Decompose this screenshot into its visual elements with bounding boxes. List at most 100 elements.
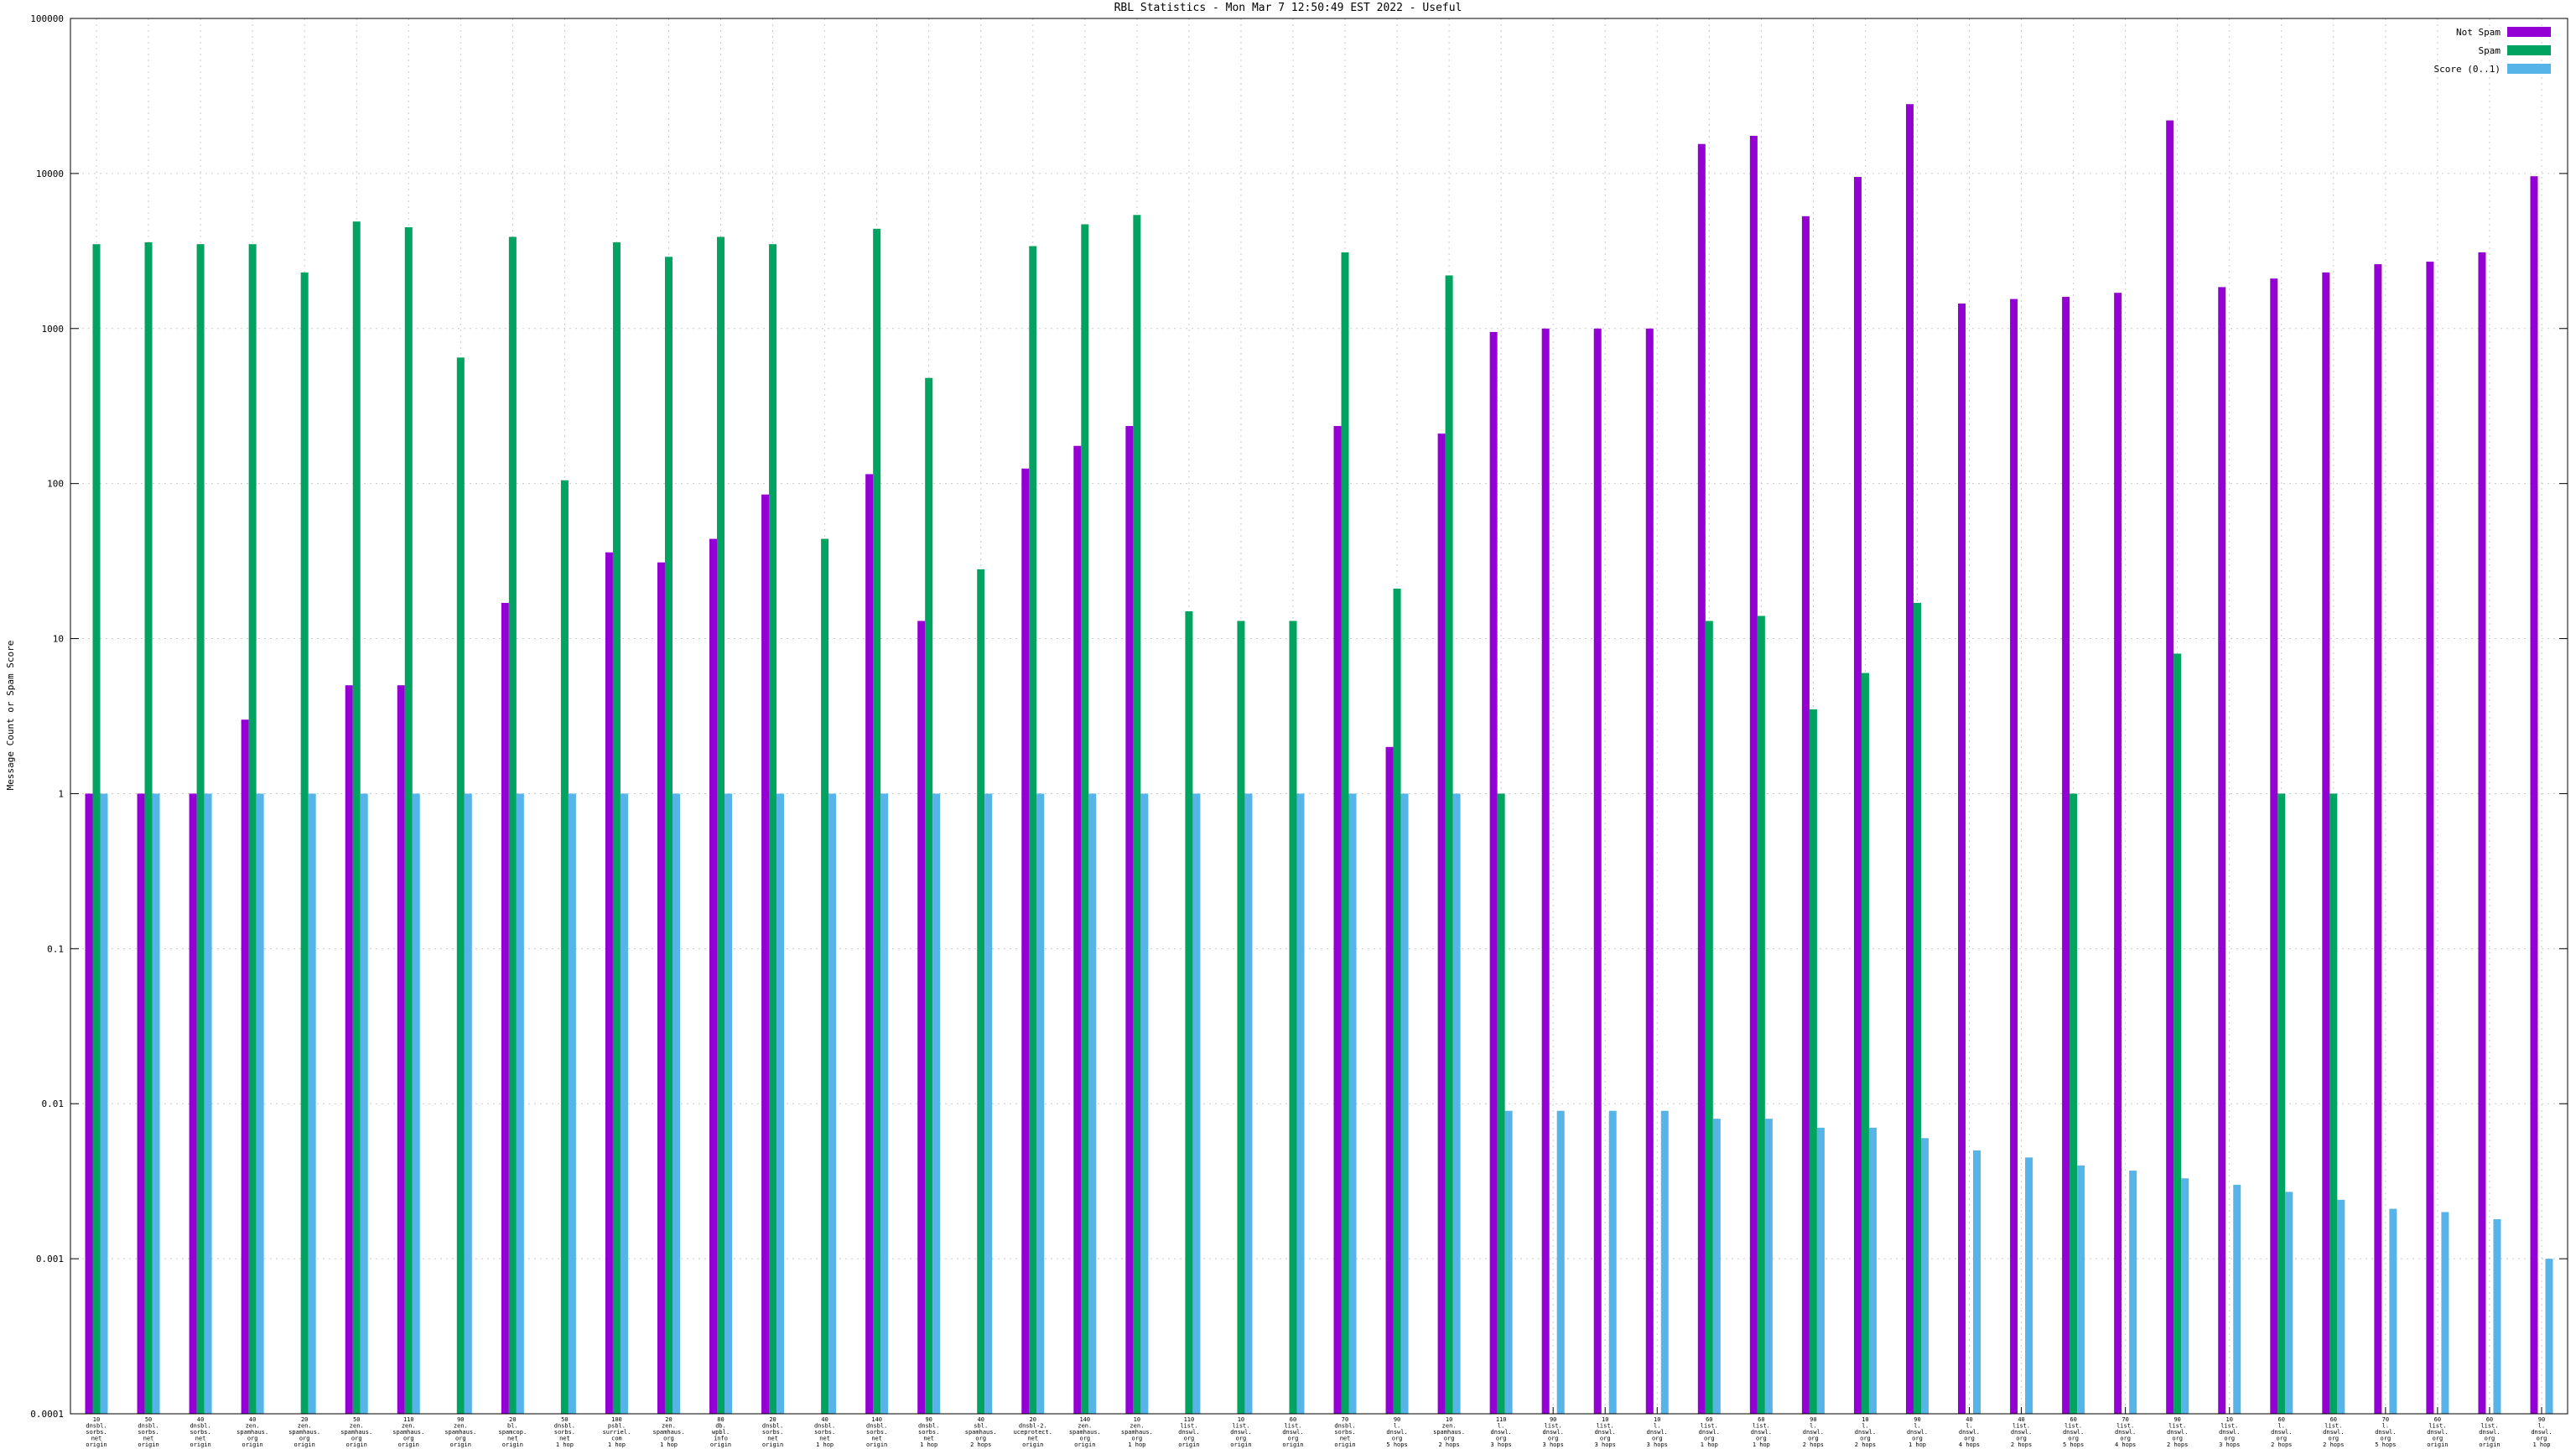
bar-spam bbox=[1913, 602, 1921, 1414]
plot-border bbox=[70, 18, 2568, 1415]
legend-label: Spam bbox=[2479, 45, 2501, 56]
y-tick-label: 10 bbox=[53, 634, 64, 645]
x-tick-label: 20 bl. spamcop. net origin bbox=[498, 1416, 527, 1448]
bar-spam bbox=[456, 357, 465, 1414]
bar-spam bbox=[144, 242, 153, 1415]
x-tick-label: 70 list. dnswl. org 4 hops bbox=[2115, 1416, 2136, 1448]
bar-spam bbox=[92, 244, 101, 1414]
bar-spam bbox=[1497, 793, 1505, 1414]
bar-score bbox=[2441, 1212, 2449, 1414]
bar-spam bbox=[1393, 588, 1401, 1414]
bar-score bbox=[1712, 1119, 1721, 1414]
bar-not-spam bbox=[2062, 297, 2070, 1414]
x-tick-label: 60 list. dnswl. org 5 hops bbox=[2063, 1416, 2084, 1448]
bar-not-spam bbox=[2166, 120, 2174, 1414]
bar-score bbox=[360, 793, 368, 1414]
x-tick-label: 10 l. dnswl. org 2 hops bbox=[1855, 1416, 1876, 1448]
bar-score bbox=[1764, 1119, 1773, 1414]
bar-spam bbox=[2070, 793, 2078, 1414]
x-tick-label: 60 list. dnswl. org origin bbox=[1282, 1416, 1303, 1448]
x-tick-label: 90 l. dnswl. org 2 hops bbox=[1803, 1416, 1824, 1448]
x-tick-label: 110 l. dnswl. org 3 hops bbox=[1490, 1416, 1511, 1448]
bar-not-spam bbox=[761, 494, 770, 1414]
x-tick-label: 100 psbl. surriel. com 1 hop bbox=[603, 1416, 631, 1448]
bar-spam bbox=[1341, 252, 1349, 1415]
x-tick-label: 10 zen. spamhaus. org 1 hop bbox=[1121, 1416, 1153, 1448]
bar-spam bbox=[196, 244, 205, 1414]
bar-score bbox=[464, 793, 472, 1414]
bar-not-spam bbox=[1021, 468, 1030, 1415]
bar-not-spam bbox=[397, 685, 405, 1414]
x-tick-label: 10 list. dnswl. org 3 hops bbox=[1595, 1416, 1616, 1448]
x-tick-label: 60 list. dnswl. org 1 hop bbox=[1751, 1416, 1772, 1448]
bar-score bbox=[724, 793, 733, 1414]
bar-score bbox=[2337, 1199, 2345, 1414]
x-tick-label: 70 dnsbl. sorbs. net origin bbox=[1334, 1416, 1355, 1448]
bar-spam bbox=[612, 242, 621, 1415]
x-tick-label: 80 db. wpbl. info origin bbox=[710, 1416, 731, 1448]
bar-not-spam bbox=[501, 602, 509, 1414]
x-tick-label: 20 dnsbl-2. uceprotect. net origin bbox=[1014, 1416, 1052, 1448]
bar-score bbox=[828, 793, 837, 1414]
y-tick-label: 1000 bbox=[42, 324, 65, 335]
bar-not-spam bbox=[2218, 287, 2226, 1414]
bar-score bbox=[2545, 1259, 2553, 1414]
x-tick-label: 10 l. dnswl. org 3 hops bbox=[1647, 1416, 1668, 1448]
bar-not-spam bbox=[657, 562, 665, 1414]
bar-spam bbox=[664, 257, 673, 1414]
bar-not-spam bbox=[1541, 328, 1550, 1414]
bar-not-spam bbox=[1385, 746, 1394, 1414]
x-tick-label: 20 dnsbl. sorbs. net origin bbox=[762, 1416, 783, 1448]
bar-not-spam bbox=[2426, 262, 2434, 1414]
x-tick-label: 90 l. dnswl. org 5 hops bbox=[1386, 1416, 1407, 1448]
x-tick-label: 70 l. dnswl. org 5 hops bbox=[2375, 1416, 2396, 1448]
bar-score bbox=[2025, 1157, 2033, 1414]
bar-not-spam bbox=[1958, 303, 1966, 1414]
bar-score bbox=[100, 793, 108, 1414]
bar-spam bbox=[1809, 709, 1817, 1414]
x-tick-label: 140 zen. spamhaus. org origin bbox=[1069, 1416, 1101, 1448]
y-tick-label: 0.001 bbox=[36, 1254, 64, 1265]
bar-score bbox=[1504, 1110, 1513, 1414]
bar-score bbox=[1192, 793, 1201, 1414]
y-tick-label: 0.0001 bbox=[30, 1409, 64, 1420]
x-tick-label: 110 list. dnswl. org origin bbox=[1178, 1416, 1199, 1448]
legend-label: Not Spam bbox=[2456, 27, 2501, 38]
bar-score bbox=[1088, 793, 1097, 1414]
bar-not-spam bbox=[1749, 135, 1758, 1414]
bar-spam bbox=[1705, 621, 1713, 1414]
x-tick-label: 40 list. dnswl. org 2 hops bbox=[2011, 1416, 2032, 1448]
bar-score bbox=[568, 793, 576, 1414]
bar-score bbox=[308, 793, 316, 1414]
chart-title: RBL Statistics - Mon Mar 7 12:50:49 EST … bbox=[1114, 2, 1462, 14]
x-tick-label: 10 list. dnswl. org 3 hops bbox=[2219, 1416, 2240, 1448]
bar-spam bbox=[508, 236, 517, 1415]
bar-score bbox=[984, 793, 993, 1414]
x-tick-label: 90 list. dnswl. org 3 hops bbox=[1543, 1416, 1564, 1448]
bar-score bbox=[1973, 1150, 1981, 1414]
legend-label: Score (0..1) bbox=[2434, 64, 2501, 75]
bar-spam bbox=[1289, 621, 1297, 1414]
y-tick-label: 100000 bbox=[30, 13, 64, 24]
x-tick-label: 90 l. dnswl. org 1 hop bbox=[1907, 1416, 1928, 1448]
bar-score bbox=[620, 793, 628, 1414]
bar-spam bbox=[977, 569, 985, 1414]
bar-not-spam bbox=[709, 538, 718, 1414]
bar-score bbox=[1244, 793, 1253, 1414]
bar-spam bbox=[352, 221, 361, 1414]
bar-score bbox=[2129, 1171, 2137, 1414]
y-tick-label: 10000 bbox=[36, 169, 64, 179]
x-tick-label: 60 l. dnswl. org 2 hops bbox=[2271, 1416, 2292, 1448]
bar-score bbox=[2493, 1218, 2501, 1414]
bar-score bbox=[1452, 793, 1461, 1414]
bar-not-spam bbox=[1645, 328, 1654, 1414]
bar-spam bbox=[1185, 610, 1193, 1414]
bar-spam bbox=[1133, 215, 1141, 1414]
bar-not-spam bbox=[2530, 176, 2538, 1414]
bar-spam bbox=[2174, 653, 2182, 1414]
x-tick-label: 60 list. dnswl. org origin bbox=[2479, 1416, 2500, 1448]
bar-score bbox=[1816, 1127, 1825, 1414]
bar-not-spam bbox=[1489, 331, 1498, 1414]
bar-score bbox=[1140, 793, 1149, 1414]
legend-swatch bbox=[2507, 45, 2551, 55]
